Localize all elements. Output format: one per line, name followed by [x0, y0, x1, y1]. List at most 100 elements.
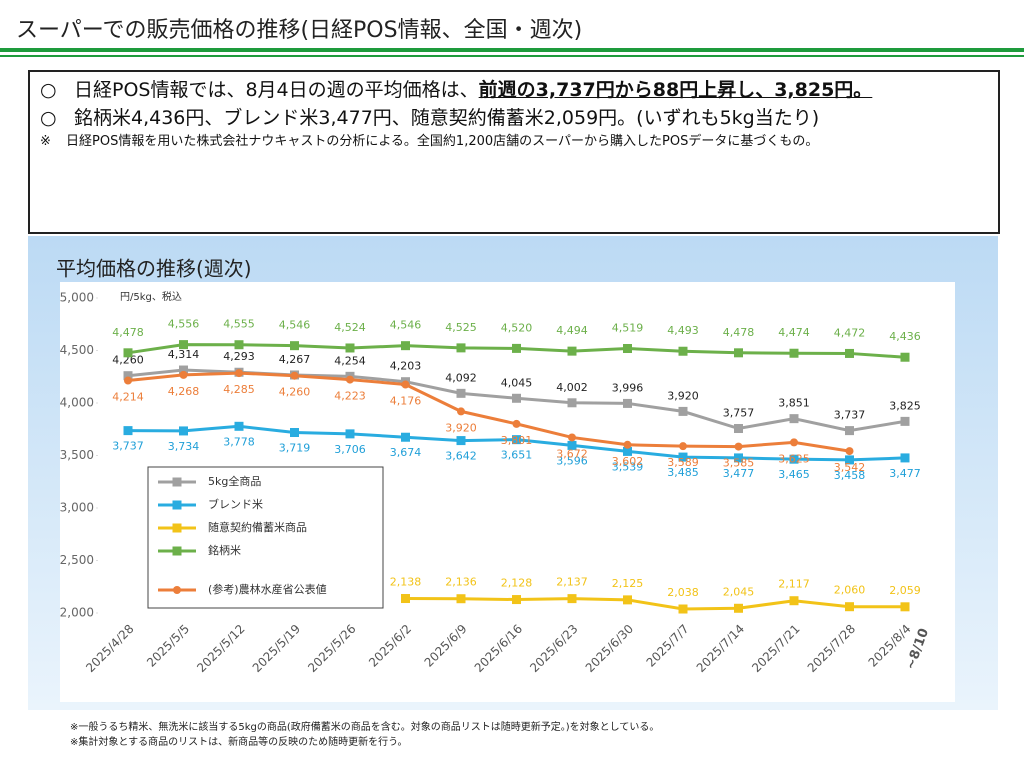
marker: [179, 340, 188, 350]
marker: [900, 453, 910, 463]
data-label: 3,585: [723, 457, 755, 470]
marker: [845, 447, 854, 456]
y-tick-label: 4,000: [60, 396, 94, 410]
data-label: 4,267: [279, 353, 311, 366]
marker: [179, 426, 188, 436]
data-label: 4,002: [556, 381, 588, 394]
data-label: 2,128: [501, 577, 533, 590]
marker: [567, 440, 577, 450]
data-label: 3,996: [612, 381, 644, 394]
data-label: 4,092: [445, 371, 477, 384]
chart: 平均価格の推移(週次) 円/5kg、税込 2,000 2,500 3,000 3,50…: [28, 236, 998, 710]
marker: [567, 398, 577, 408]
bullet-text: 銘柄米4,436円、ブレンド米3,477円、随意契約備蓄米2,059円。(いずれ…: [74, 107, 820, 129]
data-label: 2,117: [778, 578, 810, 591]
legend-marker: [172, 500, 182, 510]
data-label: 3,778: [223, 435, 255, 448]
data-label: 4,203: [390, 360, 422, 373]
data-label: 4,556: [168, 318, 200, 331]
data-label: 3,920: [445, 421, 477, 434]
marker: [900, 416, 910, 426]
data-label: 4,546: [390, 319, 422, 332]
marker: [678, 452, 688, 462]
data-label: 4,268: [168, 385, 200, 398]
marker: [346, 375, 354, 384]
data-label: 3,757: [723, 407, 755, 420]
marker: [789, 454, 799, 464]
data-label: 3,642: [445, 450, 477, 463]
marker: [734, 348, 743, 358]
data-label: 4,176: [390, 395, 422, 408]
data-label: 4,472: [834, 326, 866, 339]
y-axis-unit: 円/5kg、税込: [120, 290, 182, 303]
bullet-text: 日経POS情報では、8月4日の週の平均価格は、: [74, 79, 479, 101]
data-label: 4,293: [223, 350, 255, 363]
data-label: 4,525: [445, 321, 477, 334]
series-line: [405, 597, 906, 611]
data-label: 4,478: [723, 326, 755, 339]
data-label: 4,474: [778, 326, 810, 339]
data-label: 3,485: [667, 466, 699, 479]
legend-label: 随意契約備蓄米商品: [208, 520, 307, 534]
page-title: スーパーでの販売価格の推移(日経POS情報、全国・週次): [16, 18, 583, 43]
data-label: 4,314: [168, 348, 200, 361]
data-label: 3,674: [390, 446, 422, 459]
data-label: 2,138: [390, 576, 422, 589]
y-tick-label: 5,000: [60, 291, 94, 305]
data-label: 3,706: [334, 443, 366, 456]
marker: [679, 442, 687, 451]
legend-label: ブレンド米: [208, 497, 263, 511]
data-label: 3,851: [778, 397, 810, 410]
marker: [124, 376, 132, 385]
marker: [512, 419, 521, 428]
data-label: 3,465: [778, 468, 810, 481]
marker: [290, 371, 299, 380]
data-label: 2,136: [445, 576, 477, 589]
marker: [123, 426, 133, 436]
legend-label: (参考)農林水産省公表値: [208, 582, 327, 596]
marker: [623, 446, 632, 456]
marker: [678, 406, 688, 416]
y-tick-label: 2,500: [60, 553, 94, 567]
data-label: 3,589: [667, 456, 699, 469]
data-label: 4,045: [501, 376, 533, 389]
data-label: 3,737: [112, 440, 144, 453]
data-label: 3,719: [279, 442, 311, 455]
bullet-text: 日経POS情報を用いた株式会社ナウキャストの分析による。全国約1,200店舗のス…: [66, 134, 819, 149]
y-tick-label: 3,500: [60, 448, 94, 462]
data-label: 4,546: [279, 319, 311, 332]
marker: [845, 455, 854, 465]
marker: [900, 602, 910, 612]
marker: [789, 596, 799, 606]
data-label: 4,260: [112, 354, 144, 367]
marker: [734, 442, 743, 451]
bullet: ○ 銘柄米4,436円、ブレンド米3,477円、随意契約備蓄米2,059円。(いず…: [40, 106, 988, 130]
data-label: 3,734: [168, 440, 200, 453]
data-label: 4,436: [889, 330, 921, 343]
data-label: 3,825: [889, 399, 921, 412]
legend-label: 銘柄米: [208, 543, 241, 557]
data-label: 4,555: [223, 318, 255, 331]
title-rule: [0, 48, 1024, 52]
data-label: 2,137: [556, 576, 588, 589]
marker: [623, 595, 632, 605]
data-label: 4,260: [279, 386, 311, 399]
marker: [734, 453, 743, 463]
data-label: 3,477: [889, 467, 921, 480]
marker: [401, 380, 410, 389]
bullet-mark: ※: [40, 134, 51, 149]
marker: [290, 428, 299, 438]
data-label: 3,602: [612, 455, 644, 468]
marker: [345, 343, 355, 353]
marker: [845, 348, 854, 358]
data-label: 2,045: [723, 585, 755, 598]
legend-marker: [172, 477, 182, 487]
data-label: 4,285: [223, 383, 255, 396]
data-label: 3,539: [612, 460, 644, 473]
data-label: 4,254: [334, 354, 366, 367]
title-rule: [0, 55, 1024, 57]
footnote: ※一般うるち精米、無洗米に該当する5kgの商品(政府備蓄米の商品を含む。対象の商…: [70, 722, 660, 733]
marker: [512, 435, 521, 445]
data-label: 3,651: [501, 449, 533, 462]
data-label: 3,477: [723, 467, 755, 480]
